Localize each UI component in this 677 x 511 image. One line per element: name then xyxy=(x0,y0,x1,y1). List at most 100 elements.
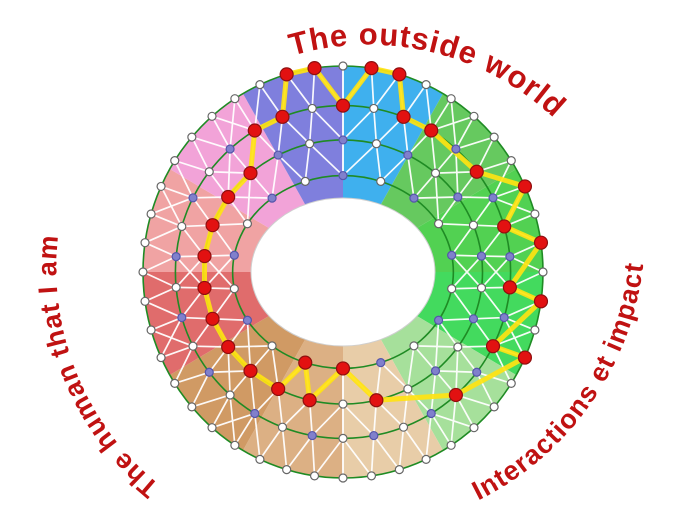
wheel-node[interactable] xyxy=(468,314,479,324)
wheel-node[interactable] xyxy=(489,402,499,412)
wheel-node[interactable] xyxy=(170,378,180,388)
wheel-node[interactable] xyxy=(188,341,198,351)
path-node[interactable] xyxy=(221,189,236,205)
wheel-node[interactable] xyxy=(403,150,413,160)
path-node[interactable] xyxy=(243,363,258,378)
wheel-node[interactable] xyxy=(225,390,235,400)
wheel-node[interactable] xyxy=(430,366,441,376)
wheel-node[interactable] xyxy=(421,454,431,464)
wheel-node[interactable] xyxy=(433,219,444,229)
wheel-node[interactable] xyxy=(433,315,444,325)
wheel-node[interactable] xyxy=(277,422,288,432)
path-node[interactable] xyxy=(448,387,464,403)
wheel-node[interactable] xyxy=(146,209,156,219)
path-node[interactable] xyxy=(424,123,439,138)
path-node[interactable] xyxy=(302,393,317,408)
wheel-node[interactable] xyxy=(453,192,463,202)
wheel-node[interactable] xyxy=(307,430,317,441)
path-node[interactable] xyxy=(396,109,411,124)
path-node[interactable] xyxy=(364,60,379,76)
wheel-node[interactable] xyxy=(398,422,409,432)
wheel-node[interactable] xyxy=(242,219,253,229)
path-node[interactable] xyxy=(469,164,484,179)
wheel-node[interactable] xyxy=(187,402,197,412)
wheel-node[interactable] xyxy=(140,238,150,248)
wheel-node[interactable] xyxy=(255,80,265,90)
path-node[interactable] xyxy=(533,235,549,250)
wheel-node[interactable] xyxy=(309,471,320,481)
wheel-node[interactable] xyxy=(506,378,516,388)
wheel-node[interactable] xyxy=(307,103,317,114)
wheel-node[interactable] xyxy=(171,282,181,292)
wheel-node[interactable] xyxy=(530,209,540,219)
path-node[interactable] xyxy=(517,179,533,194)
path-node[interactable] xyxy=(298,355,313,370)
wheel-node[interactable] xyxy=(273,150,283,160)
wheel-node[interactable] xyxy=(451,144,461,154)
wheel-node[interactable] xyxy=(250,408,260,419)
wheel-node[interactable] xyxy=(267,193,277,203)
wheel-node[interactable] xyxy=(538,267,548,277)
path-node[interactable] xyxy=(335,98,351,113)
wheel-node[interactable] xyxy=(338,135,348,145)
wheel-node[interactable] xyxy=(376,176,386,186)
wheel-node[interactable] xyxy=(300,176,310,186)
path-node[interactable] xyxy=(517,350,533,365)
path-node[interactable] xyxy=(533,294,549,309)
wheel-node[interactable] xyxy=(229,284,239,294)
wheel-node[interactable] xyxy=(170,156,180,166)
path-node[interactable] xyxy=(497,219,512,234)
path-node[interactable] xyxy=(392,67,407,82)
wheel-node[interactable] xyxy=(138,267,148,277)
wheel-node[interactable] xyxy=(230,440,240,450)
path-node[interactable] xyxy=(485,339,501,354)
wheel-node[interactable] xyxy=(225,144,235,154)
path-node[interactable] xyxy=(279,67,294,82)
wheel-node[interactable] xyxy=(140,296,150,306)
path-node[interactable] xyxy=(335,361,351,376)
wheel-node[interactable] xyxy=(177,312,187,323)
path-node[interactable] xyxy=(502,280,517,295)
wheel-node[interactable] xyxy=(409,193,419,203)
wheel-node[interactable] xyxy=(204,367,214,377)
wheel-node[interactable] xyxy=(476,251,487,261)
wheel-node[interactable] xyxy=(489,132,499,142)
wheel-node[interactable] xyxy=(369,430,379,441)
wheel-node[interactable] xyxy=(305,139,315,149)
wheel-node[interactable] xyxy=(255,454,265,464)
wheel-node[interactable] xyxy=(469,111,479,121)
wheel-node[interactable] xyxy=(505,252,515,262)
wheel-node[interactable] xyxy=(230,94,240,104)
path-node[interactable] xyxy=(205,218,220,233)
wheel-node[interactable] xyxy=(472,367,482,377)
path-node[interactable] xyxy=(247,123,262,138)
path-node[interactable] xyxy=(271,381,286,397)
wheel-node[interactable] xyxy=(421,80,431,90)
wheel-node[interactable] xyxy=(488,193,498,203)
wheel-node[interactable] xyxy=(430,168,441,178)
wheel-node[interactable] xyxy=(476,283,487,293)
path-node[interactable] xyxy=(197,280,212,296)
wheel-node[interactable] xyxy=(204,167,214,177)
path-node[interactable] xyxy=(275,109,290,124)
path-node[interactable] xyxy=(221,339,236,355)
wheel-node[interactable] xyxy=(403,384,413,394)
wheel-node[interactable] xyxy=(229,250,239,260)
wheel-node[interactable] xyxy=(207,111,217,121)
wheel-node[interactable] xyxy=(446,440,456,450)
wheel-node[interactable] xyxy=(338,170,348,181)
wheel-node[interactable] xyxy=(188,193,198,203)
path-node[interactable] xyxy=(369,393,384,408)
wheel-node[interactable] xyxy=(453,342,463,352)
wheel-node[interactable] xyxy=(371,139,381,149)
wheel-node[interactable] xyxy=(207,423,217,433)
wheel-node[interactable] xyxy=(338,433,348,443)
wheel-node[interactable] xyxy=(282,465,292,475)
wheel-node[interactable] xyxy=(338,473,348,483)
wheel-node[interactable] xyxy=(469,423,479,433)
wheel-node[interactable] xyxy=(369,103,379,114)
wheel-node[interactable] xyxy=(447,250,457,260)
wheel-node[interactable] xyxy=(338,399,348,409)
wheel-node[interactable] xyxy=(530,325,540,335)
path-node[interactable] xyxy=(243,166,258,181)
